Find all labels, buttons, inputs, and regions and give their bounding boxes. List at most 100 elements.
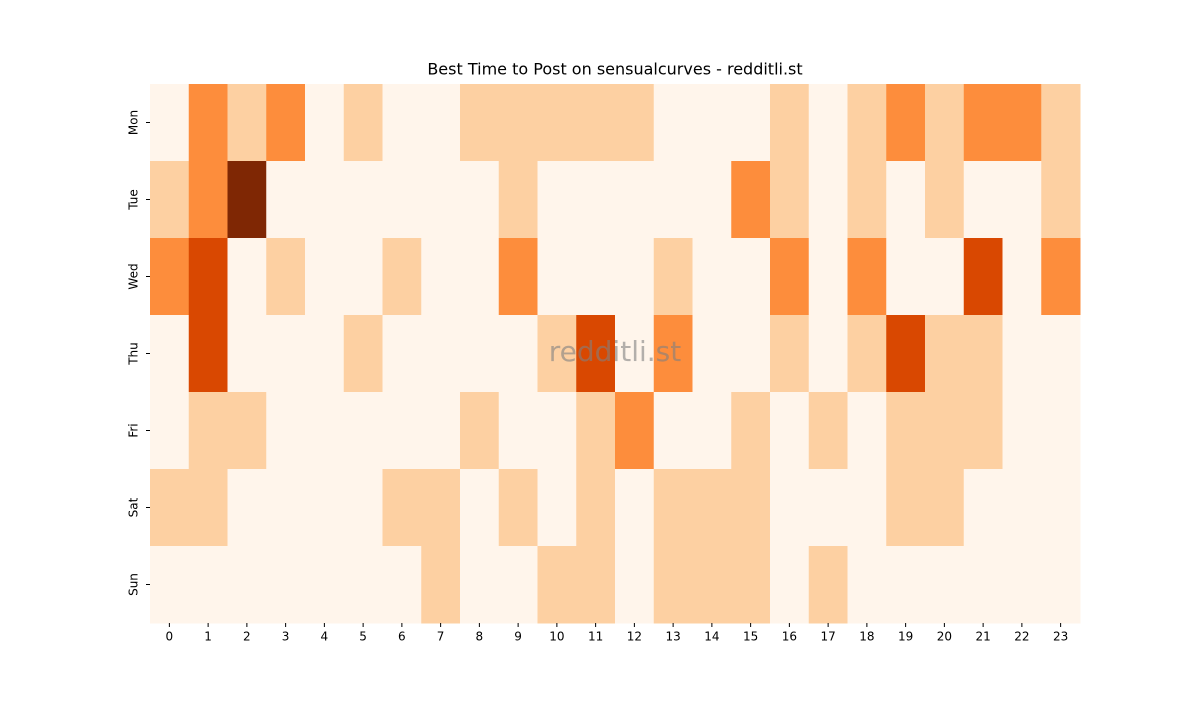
x-tick-label: 12 bbox=[627, 630, 642, 644]
heatmap-cell bbox=[847, 84, 887, 162]
heatmap-cell bbox=[460, 315, 500, 393]
heatmap-cell bbox=[421, 161, 461, 239]
heatmap-cell bbox=[576, 315, 616, 393]
heatmap-cell bbox=[266, 161, 306, 239]
heatmap-cell bbox=[150, 315, 190, 393]
x-tick-label: 9 bbox=[514, 630, 522, 644]
heatmap-cell bbox=[808, 238, 848, 316]
heatmap-cell bbox=[808, 469, 848, 547]
heatmap-cell bbox=[731, 315, 771, 393]
heatmap-cell bbox=[615, 469, 655, 547]
heatmap-cell bbox=[615, 84, 655, 162]
heatmap-cell bbox=[886, 161, 926, 239]
heatmap-cell bbox=[808, 546, 848, 624]
heatmap-cell bbox=[537, 161, 577, 239]
heatmap-cell bbox=[227, 161, 267, 239]
heatmap-cell bbox=[615, 315, 655, 393]
x-tick-label: 21 bbox=[975, 630, 990, 644]
heatmap-cell bbox=[227, 469, 267, 547]
heatmap-cell bbox=[382, 315, 422, 393]
heatmap-cell bbox=[150, 469, 190, 547]
heatmap-cell bbox=[731, 84, 771, 162]
x-tick-label: 23 bbox=[1053, 630, 1068, 644]
y-tick-label: Thu bbox=[127, 342, 141, 366]
heatmap-cell bbox=[653, 161, 693, 239]
heatmap-cell bbox=[1041, 469, 1081, 547]
heatmap-cell bbox=[808, 161, 848, 239]
heatmap-cell bbox=[731, 546, 771, 624]
x-tick-label: 7 bbox=[437, 630, 445, 644]
heatmap-cell bbox=[770, 161, 810, 239]
heatmap-cell bbox=[963, 546, 1003, 624]
x-tick-label: 19 bbox=[898, 630, 913, 644]
heatmap-cell bbox=[692, 469, 732, 547]
y-tick-label: Mon bbox=[127, 110, 141, 135]
heatmap-cell bbox=[537, 392, 577, 470]
heatmap-cell bbox=[925, 546, 965, 624]
heatmap-cell bbox=[653, 392, 693, 470]
heatmap-cell bbox=[576, 392, 616, 470]
heatmap-cell bbox=[305, 238, 345, 316]
heatmap-cell bbox=[692, 161, 732, 239]
heatmap-cell bbox=[537, 315, 577, 393]
heatmap-cell bbox=[925, 84, 965, 162]
x-tick-label: 3 bbox=[282, 630, 290, 644]
heatmap-cell bbox=[537, 84, 577, 162]
x-tick-label: 0 bbox=[166, 630, 174, 644]
x-tick-label: 17 bbox=[820, 630, 835, 644]
heatmap-cell bbox=[731, 469, 771, 547]
heatmap-cell bbox=[886, 392, 926, 470]
y-tick-label: Wed bbox=[127, 263, 141, 289]
heatmap-cell bbox=[692, 392, 732, 470]
x-tick-label: 4 bbox=[321, 630, 329, 644]
heatmap-cell bbox=[770, 315, 810, 393]
heatmap-cell bbox=[576, 84, 616, 162]
heatmap-cell bbox=[266, 238, 306, 316]
heatmap-cell bbox=[808, 84, 848, 162]
y-tick-label: Sat bbox=[127, 497, 141, 517]
chart-title: Best Time to Post on sensualcurves - red… bbox=[427, 60, 802, 79]
heatmap-cell bbox=[498, 84, 538, 162]
heatmap-cell bbox=[731, 161, 771, 239]
x-tick-label: 8 bbox=[476, 630, 484, 644]
heatmap-cell bbox=[963, 238, 1003, 316]
heatmap-cell bbox=[343, 161, 383, 239]
heatmap-cell bbox=[343, 84, 383, 162]
heatmap-cell bbox=[498, 546, 538, 624]
heatmap-cell bbox=[731, 392, 771, 470]
heatmap-cell bbox=[150, 238, 190, 316]
x-tick-label: 16 bbox=[782, 630, 797, 644]
heatmap-cell bbox=[227, 546, 267, 624]
heatmap-cell bbox=[150, 84, 190, 162]
heatmap-cell bbox=[537, 238, 577, 316]
heatmap-cell bbox=[537, 469, 577, 547]
heatmap-cell bbox=[653, 315, 693, 393]
heatmap-cell bbox=[886, 469, 926, 547]
heatmap-cell bbox=[615, 392, 655, 470]
heatmap-cell bbox=[808, 315, 848, 393]
heatmap-cell bbox=[615, 546, 655, 624]
heatmap-cell bbox=[343, 238, 383, 316]
heatmap-cell bbox=[847, 238, 887, 316]
heatmap-cell bbox=[305, 84, 345, 162]
heatmap-cell bbox=[770, 84, 810, 162]
heatmap-cell bbox=[150, 161, 190, 239]
heatmap-cell bbox=[421, 315, 461, 393]
heatmap-cell bbox=[382, 161, 422, 239]
heatmap-cell bbox=[1002, 469, 1042, 547]
heatmap-cell bbox=[460, 161, 500, 239]
x-tick-label: 13 bbox=[665, 630, 680, 644]
heatmap-cell bbox=[188, 84, 228, 162]
heatmap-cell bbox=[1002, 546, 1042, 624]
heatmap-cell bbox=[421, 469, 461, 547]
heatmap-cell bbox=[963, 392, 1003, 470]
heatmap-cell bbox=[188, 546, 228, 624]
heatmap-cell bbox=[692, 546, 732, 624]
heatmap-cell bbox=[382, 392, 422, 470]
x-tick-label: 10 bbox=[549, 630, 564, 644]
heatmap-cell bbox=[847, 469, 887, 547]
heatmap-cell bbox=[925, 238, 965, 316]
heatmap-cell bbox=[770, 392, 810, 470]
heatmap-cell bbox=[343, 469, 383, 547]
